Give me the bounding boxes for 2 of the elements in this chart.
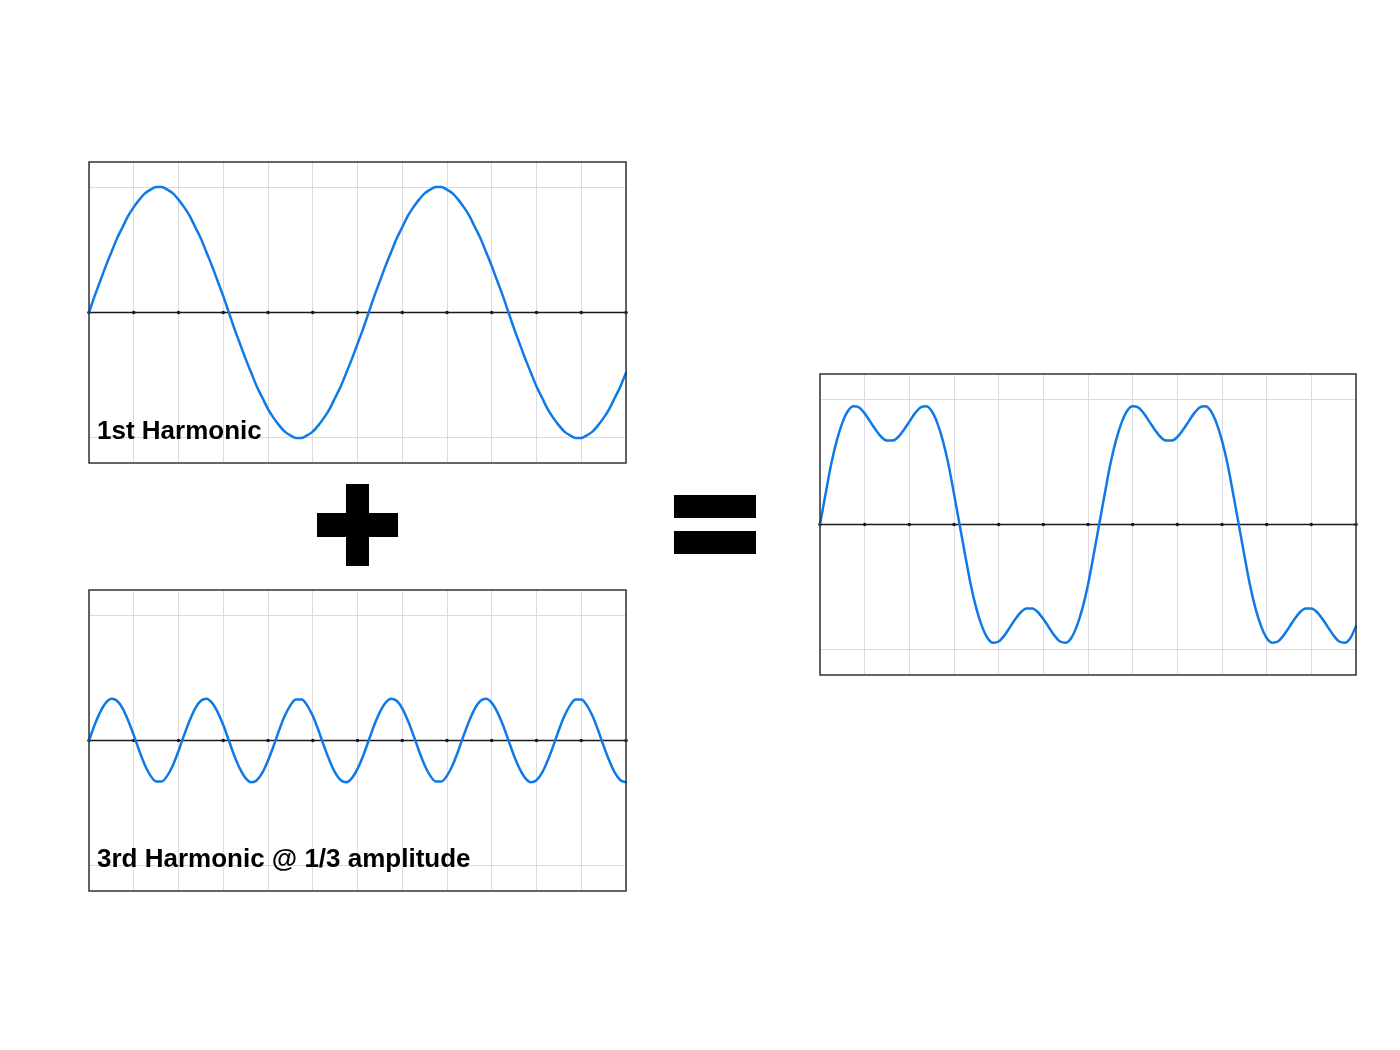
text: 3rd Harmonic @ 1/3 amplitude [97,843,471,873]
text: 1st Harmonic [97,415,262,445]
